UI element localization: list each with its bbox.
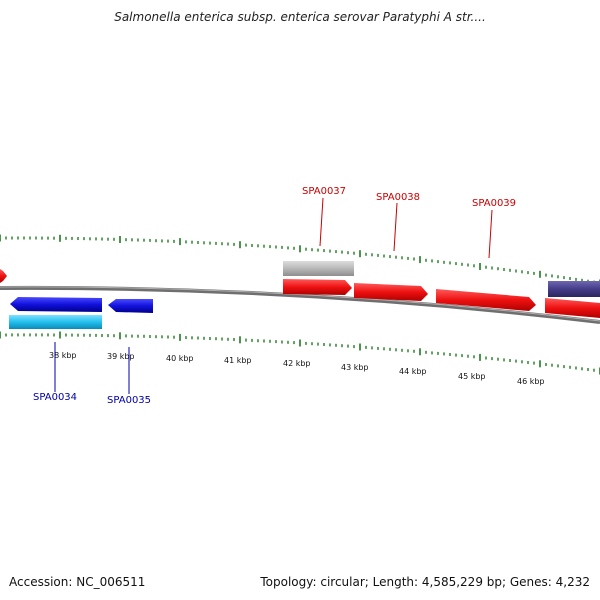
scale-label: 46 kbp — [517, 377, 545, 386]
scale-label: 39 kbp — [107, 352, 135, 361]
map-title: Salmonella enterica subsp. enterica sero… — [114, 10, 486, 24]
leader-spa0037 — [319, 197, 324, 247]
scale-label: 38 kbp — [49, 351, 77, 360]
gene-label[interactable]: SPA0039 — [472, 198, 516, 209]
gene-spa0039[interactable] — [436, 289, 536, 311]
scale-label: 44 kbp — [399, 367, 427, 376]
leader-spa0039 — [488, 209, 493, 259]
gene-label[interactable]: SPA0034 — [33, 392, 77, 403]
gene-label[interactable]: SPA0038 — [376, 192, 420, 203]
tick-row-bottom — [0, 331, 600, 375]
gene-spa0037[interactable] — [283, 279, 352, 295]
gene-pseudogene[interactable] — [283, 261, 354, 276]
gene-other[interactable] — [548, 281, 600, 297]
gene-label[interactable]: SPA0037 — [302, 186, 346, 197]
scale-label: 45 kbp — [458, 372, 486, 381]
gene-track — [0, 261, 600, 329]
genome-summary-text: Topology: circular; Length: 4,585,229 bp… — [260, 575, 590, 589]
genome-backbone-highlight — [0, 286, 600, 322]
label-leaders — [54, 197, 493, 394]
scale-label: 42 kbp — [283, 359, 311, 368]
gene-spa0034[interactable] — [10, 297, 102, 312]
scale-label: 43 kbp — [341, 363, 369, 372]
genome-backbone — [0, 285, 600, 324]
scale-label: 40 kbp — [166, 354, 194, 363]
tick-row-top — [0, 234, 600, 287]
leader-spa0038 — [393, 202, 398, 252]
gene-labels: SPA0034 SPA0035 SPA0037 SPA0038 SPA0039 — [33, 186, 516, 406]
gene-forward-right[interactable] — [545, 298, 600, 318]
scale-labels: 38 kbp 39 kbp 40 kbp 41 kbp 42 kbp 43 kb… — [49, 351, 545, 386]
gene-reverse-cyan[interactable] — [9, 315, 102, 329]
accession-text: Accession: NC_006511 — [9, 575, 146, 589]
gene-spa0038[interactable] — [354, 283, 428, 301]
gene-forward-partial[interactable] — [0, 269, 7, 283]
gene-label[interactable]: SPA0035 — [107, 395, 151, 406]
scale-label: 41 kbp — [224, 356, 252, 365]
gene-spa0035[interactable] — [108, 299, 153, 313]
